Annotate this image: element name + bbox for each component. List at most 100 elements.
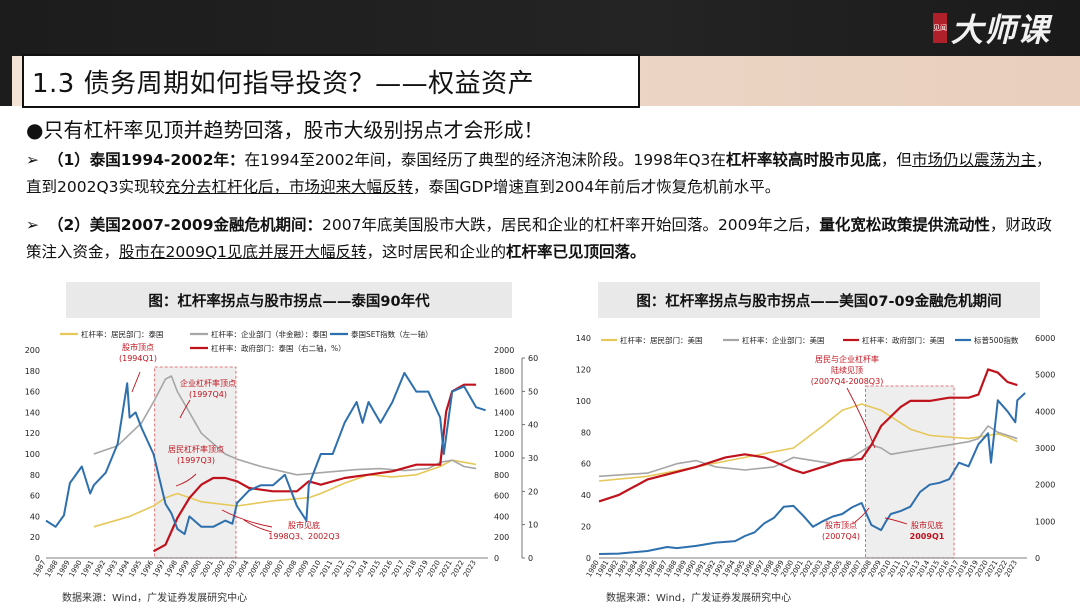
- annotation-arrow: [854, 507, 870, 523]
- chart-usa: 0 20 40 60 80 100 120 140 0 1000 2000 3000 4000 5000 6…: [576, 334, 1056, 578]
- y-right-tick-label: 60: [528, 354, 538, 363]
- annotation-sub: (1994Q1): [119, 354, 157, 363]
- legend-label: 杠杆率：政府部门：美国: [862, 335, 945, 345]
- y-mid-tick-label: 1200: [494, 429, 514, 438]
- annotation-arrow: [884, 517, 908, 525]
- annotation-arrow: [131, 371, 141, 393]
- annotation-text: 股市见底: [288, 520, 320, 530]
- arrow-bullet-icon: ➢: [26, 151, 39, 169]
- y-left-tick-label: 120: [25, 429, 40, 438]
- y-mid-tick-label: 400: [494, 512, 509, 521]
- y-right-tick-label: 20: [528, 487, 538, 496]
- y-left-tick-label: 80: [30, 471, 40, 480]
- source-note-right: 数据来源：Wind，广发证券发展研究中心: [606, 593, 792, 604]
- y-left-tick-label: 60: [30, 492, 40, 501]
- p1-underline-2: 充分去杠杆化后，市场迎来大幅反转: [165, 178, 414, 196]
- y-right-tick-label: 5000: [1035, 371, 1055, 380]
- y-left-tick-label: 120: [576, 365, 591, 374]
- p2-text-3: ，这时居民和企业的: [366, 243, 507, 261]
- y-right-tick-label: 30: [528, 454, 538, 463]
- annotation-arrow: [221, 509, 273, 528]
- y-left-tick-label: 180: [25, 367, 40, 376]
- y-left-tick-label: 140: [576, 334, 591, 343]
- slide-title: 1.3 债务周期如何指导投资？——权益资产: [32, 68, 535, 99]
- p2-bold-2: 杠杆率已见顶回落。: [506, 243, 646, 261]
- source-note-left: 数据来源：Wind，广发证券发展研究中心: [62, 593, 248, 604]
- y-mid-tick-label: 1800: [494, 367, 514, 376]
- y-mid-tick-label: 2000: [494, 346, 514, 355]
- annotation-sub: (2007Q4-2008Q3): [811, 377, 884, 386]
- y-mid-tick-label: 800: [494, 471, 509, 480]
- y-left-tick-label: 100: [576, 397, 591, 406]
- y-mid-tick-label: 1400: [494, 408, 514, 417]
- y-left-tick-label: 40: [581, 491, 591, 500]
- series-line-2: [598, 368, 1018, 503]
- y-mid-tick-label: 1000: [494, 450, 514, 459]
- annotation-sub: 2009Q1: [910, 532, 945, 541]
- p2-text-2: ，财政政策注入资金，: [26, 216, 1052, 261]
- annotation-text: 陆续见顶: [831, 365, 863, 375]
- annotation-sub: 1998Q3、2002Q3: [268, 532, 340, 541]
- p2-lead: （2）美国2007-2009金融危机期间：: [48, 216, 322, 234]
- annotation-text: 股市顶点: [122, 342, 154, 352]
- top-bar: 见闻 大师课: [0, 0, 1080, 56]
- y-right-tick-label: 1000: [1035, 517, 1055, 526]
- p2-bold-1: 量化宽松政策提供流动性: [819, 216, 990, 234]
- y-right-tick-label: 2000: [1035, 481, 1055, 490]
- y-mid-tick-label: 1600: [494, 388, 514, 397]
- y-left-tick-label: 200: [25, 346, 40, 355]
- paragraph-thailand: ➢ （1）泰国1994-2002年：在1994至2002年间，泰国经历了典型的经济…: [26, 147, 1066, 201]
- y-right-tick-label: 3000: [1035, 444, 1055, 453]
- series-line-1: [93, 375, 477, 476]
- brand-name: 大师课: [950, 11, 1050, 49]
- y-mid-tick-label: 200: [494, 533, 509, 542]
- brand-seal: 见闻: [932, 13, 947, 43]
- slide-title-box: 1.3 债务周期如何指导投资？——权益资产: [22, 54, 640, 108]
- x-tick-label: 2023: [462, 559, 478, 578]
- annotation-text: 居民杠杆率顶点: [168, 444, 224, 454]
- chart-caption-usa: 图：杠杆率拐点与股市拐点——美国07-09金融危机期间: [598, 282, 1040, 318]
- y-right-tick-label: 0: [528, 554, 533, 563]
- title-accent: [0, 56, 12, 106]
- series-line-3: [598, 392, 1026, 555]
- p1-text-1: 在1994至2002年间，泰国经历了典型的经济泡沫阶段。1998年Q3在: [244, 151, 726, 169]
- annotation-arrow: [846, 387, 876, 449]
- y-right-tick-label: 50: [528, 387, 538, 396]
- y-left-tick-label: 100: [25, 450, 40, 459]
- y-left-tick-label: 0: [35, 554, 40, 563]
- legend-label: 标普500指数: [974, 335, 1019, 345]
- p1-bold-1: 杠杆率较高时股市见底: [725, 151, 881, 169]
- y-left-tick-label: 20: [30, 533, 40, 542]
- p1-text-3: ，直到2002Q3实现较: [26, 151, 1052, 196]
- series-line-3: [45, 371, 486, 536]
- y-right-tick-label: 40: [528, 421, 538, 430]
- legend-label: 泰国SET指数（左一轴）: [351, 329, 433, 339]
- annotation-text: 企业杠杆率顶点: [180, 378, 236, 388]
- chart-caption-thailand: 图：杠杆率拐点与股市拐点——泰国90年代: [66, 282, 512, 318]
- y-left-tick-label: 160: [25, 388, 40, 397]
- y-left-tick-label: 0: [586, 554, 591, 563]
- annotation-arrow: [179, 399, 191, 419]
- y-mid-tick-label: 600: [494, 492, 509, 501]
- y-left-tick-label: 80: [581, 428, 591, 437]
- annotation-arrow: [243, 519, 273, 533]
- y-left-tick-label: 20: [581, 523, 591, 532]
- legend-label: 杠杆率：居民部门：美国: [620, 335, 703, 345]
- annotation-arrow: [175, 473, 197, 487]
- annotation-sub: (1997Q3): [177, 456, 215, 465]
- y-left-tick-label: 140: [25, 408, 40, 417]
- y-right-tick-label: 6000: [1035, 334, 1055, 343]
- arrow-bullet-icon: ➢: [26, 216, 39, 234]
- y-mid-tick-label: 0: [494, 554, 499, 563]
- p1-lead: （1）泰国1994-2002年：: [48, 151, 245, 169]
- y-right-tick-label: 4000: [1035, 407, 1055, 416]
- annotation-text: 股市顶点: [825, 520, 857, 530]
- y-right-tick-label: 10: [528, 521, 538, 530]
- legend-label: 杠杆率：企业部门（非金融）：泰国: [211, 329, 327, 339]
- headline: ●只有杠杆率见顶并趋势回落，股市大级别拐点才会形成！: [26, 118, 544, 142]
- annotation-text: 股市见底: [911, 520, 943, 530]
- y-left-tick-label: 40: [30, 512, 40, 521]
- legend-label: 杠杆率：企业部门：美国: [742, 335, 825, 345]
- y-right-tick-label: 0: [1035, 554, 1040, 563]
- p2-text-1: 2007年底美国股市大跌，居民和企业的杠杆率开始回落。2009年之后，: [322, 216, 820, 234]
